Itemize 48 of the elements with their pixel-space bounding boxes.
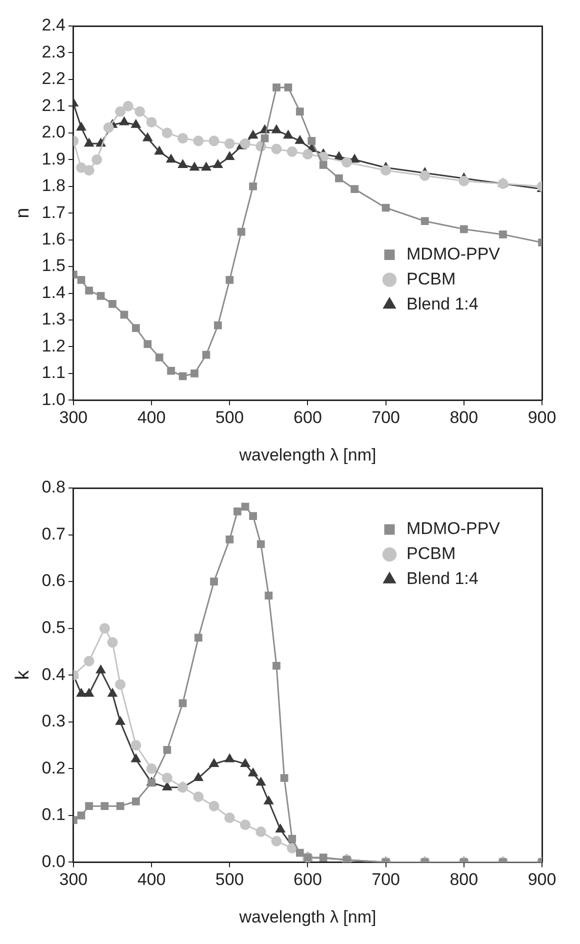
x-tick-label: 700: [372, 408, 400, 428]
x-tick-label: 600: [294, 408, 322, 428]
y-tick-label: 2.2: [42, 69, 66, 88]
legend-label: Blend 1:4: [406, 569, 478, 588]
legend-label: Blend 1:4: [406, 294, 478, 314]
y-axis-title: n: [12, 208, 34, 218]
y-tick-label: 1.5: [42, 256, 66, 276]
y-tick-label: 2.1: [42, 96, 66, 115]
legend-label: PCBM: [406, 269, 456, 288]
legend-label: MDMO-PPV: [406, 244, 501, 264]
y-tick-label: 0.2: [42, 758, 66, 778]
x-tick-label: 500: [215, 408, 244, 428]
y-tick-label: 1.2: [42, 336, 66, 356]
x-tick-label: 900: [528, 870, 556, 890]
x-tick-label: 500: [215, 870, 244, 890]
x-tick-label: 700: [372, 870, 400, 890]
x-tick-label: 600: [294, 870, 322, 890]
x-tick-label: 900: [528, 408, 556, 428]
y-tick-label: 0.1: [42, 805, 66, 824]
y-tick-label: 0.5: [42, 618, 66, 638]
y-tick-label: 1.8: [42, 176, 66, 196]
y-tick-label: 1.1: [42, 363, 66, 382]
y-tick-label: 1.9: [42, 149, 66, 168]
y-tick-label: 2.3: [42, 42, 66, 62]
legend-label: MDMO-PPV: [406, 519, 501, 538]
y-tick-label: 0.7: [42, 524, 66, 544]
y-tick-label: 1.0: [42, 390, 66, 409]
x-tick-label: 400: [137, 870, 166, 890]
x-tick-label: 800: [450, 870, 478, 890]
x-tick-label: 800: [450, 408, 478, 428]
y-tick-label: 0.6: [42, 571, 66, 590]
y-tick-label: 2.4: [42, 16, 66, 35]
x-axis-title: wavelength λ [nm]: [238, 445, 376, 464]
legend-label: PCBM: [406, 544, 456, 564]
y-tick-label: 1.4: [42, 282, 66, 302]
y-tick-label: 0.8: [42, 478, 66, 497]
y-tick-label: 0.0: [42, 852, 66, 871]
x-tick-label: 300: [59, 870, 88, 890]
y-tick-label: 0.4: [42, 664, 66, 684]
x-tick-label: 400: [137, 408, 166, 428]
y-tick-label: 2.0: [42, 122, 66, 142]
y-tick-label: 1.7: [42, 202, 66, 222]
y-tick-label: 1.6: [42, 230, 66, 249]
y-tick-label: 0.3: [42, 712, 66, 731]
x-axis-title: wavelength λ [nm]: [238, 907, 376, 926]
y-tick-label: 1.3: [42, 310, 66, 329]
x-tick-label: 300: [59, 408, 88, 428]
y-axis-title: k: [12, 670, 34, 680]
